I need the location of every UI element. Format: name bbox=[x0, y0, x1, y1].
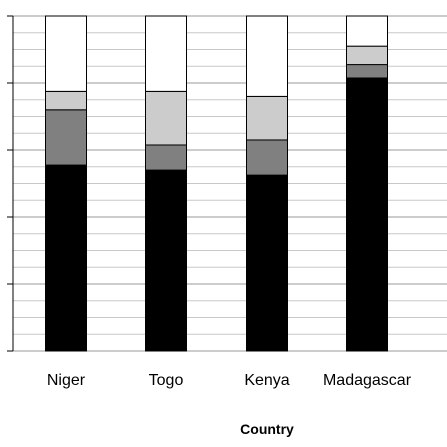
bar-segment bbox=[246, 15, 288, 97]
bar-segment bbox=[45, 15, 87, 92]
category-label: Madagascar bbox=[323, 372, 412, 389]
bar-segment bbox=[145, 144, 187, 171]
bar-segment bbox=[145, 169, 187, 352]
bar-segment bbox=[145, 15, 187, 92]
bar-segment bbox=[346, 15, 388, 47]
x-axis-title: Country bbox=[240, 421, 294, 437]
bar-segment bbox=[246, 95, 288, 141]
bar-segment bbox=[145, 90, 187, 146]
category-labels: Niger Togo Kenya Madagascar bbox=[47, 372, 412, 389]
category-label: Kenya bbox=[244, 372, 289, 389]
bar-segment bbox=[246, 139, 288, 176]
bar-segment bbox=[346, 45, 388, 66]
category-label: Niger bbox=[47, 372, 86, 389]
bar-segment bbox=[346, 64, 388, 79]
bar-segment bbox=[346, 77, 388, 352]
bar-segment bbox=[45, 90, 87, 111]
bar-stacks bbox=[45, 15, 388, 352]
axes bbox=[7, 15, 14, 352]
category-label: Togo bbox=[149, 372, 184, 389]
bar-segment bbox=[45, 164, 87, 352]
bar-segment bbox=[45, 109, 87, 166]
bar-segment bbox=[246, 174, 288, 352]
